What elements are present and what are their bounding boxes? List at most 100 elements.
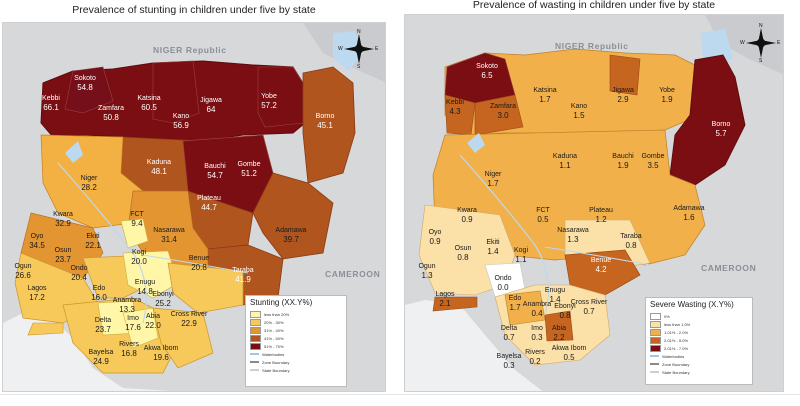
waste-benue-river — [544, 246, 651, 266]
stunt-kainji-lake — [65, 141, 83, 163]
state-label: Niger 1.7 — [484, 171, 502, 188]
cameroon-label: CAMEROON — [701, 263, 757, 273]
state-label: Abia 22.0 — [145, 313, 161, 330]
compass-n: N — [357, 29, 361, 35]
stunting-panel: Prevalence of stunting in children under… — [2, 0, 386, 392]
compass-s: S — [759, 58, 763, 64]
state-label: Bauchi 54.7 — [204, 163, 226, 180]
state-label: Jigawa 2.9 — [612, 87, 634, 104]
legend-swatch — [650, 320, 661, 328]
state-label: Ogun 1.3 — [418, 263, 436, 280]
state-label: Ebonyi 0.8 — [554, 303, 576, 320]
state-label: Benue 4.2 — [590, 257, 612, 274]
compass-rose-left: N E S W — [338, 29, 378, 70]
legend-swatch — [250, 310, 261, 318]
state-label: Anambra 0.4 — [522, 301, 552, 318]
legend-line — [650, 363, 659, 365]
state-label: Rivers 16.8 — [119, 341, 139, 358]
state-label: Bayelsa 24.9 — [88, 349, 114, 366]
legend-line — [250, 361, 259, 363]
state-label: FCT 0.5 — [536, 207, 550, 224]
wasting-legend: Severe Wasting (X.Y%) 0% less than 1.0% … — [645, 297, 753, 385]
state-label: Sokoto 6.5 — [476, 63, 498, 80]
legend-item: 2.01% - 7.0% — [650, 344, 752, 352]
state-label: Delta 23.7 — [94, 317, 112, 334]
state-label: Imo 0.3 — [531, 325, 543, 342]
legend-item: 1.01% - 2.0% — [650, 328, 752, 336]
state-label: Enugu 14.8 — [134, 279, 156, 296]
state-label: Kaduna 48.1 — [146, 159, 172, 176]
stunt-benue-river — [142, 254, 249, 274]
legend-item: State Boundary — [650, 368, 752, 376]
legend-line — [650, 355, 659, 357]
state-label: Ogun 26.6 — [14, 263, 32, 280]
legend-swatch — [250, 342, 261, 350]
lake-chad — [333, 31, 363, 71]
state-label: Adamawa 1.6 — [673, 205, 705, 222]
state-label: Oyo 34.5 — [29, 233, 45, 250]
stunting-legend: Stunting (XX.Y%) less than 20% 20% - 30%… — [245, 295, 347, 387]
state-label: Borno 5.7 — [711, 121, 731, 138]
compass-icon — [746, 28, 776, 58]
waste-kainji-lake — [467, 133, 485, 153]
legend-item: less than 1.0% — [650, 320, 752, 328]
state-label: Rivers 0.2 — [525, 349, 545, 366]
compass-w: W — [740, 40, 745, 46]
state-label: Sokoto 54.8 — [74, 75, 96, 92]
legend-swatch — [650, 312, 661, 320]
state-label: Edo 16.0 — [91, 285, 107, 302]
legend-line — [250, 369, 259, 371]
legend-item: Waterbodies — [250, 350, 346, 358]
stunt-kogi — [122, 250, 179, 299]
waste-borno — [669, 54, 746, 186]
state-label: Cross River 0.7 — [570, 299, 608, 316]
waste-edo — [504, 290, 546, 326]
compass-s: S — [357, 64, 361, 70]
state-label: Kano 56.9 — [172, 113, 190, 130]
state-label: Osun 23.7 — [54, 247, 72, 264]
state-label: Ekiti 22.1 — [85, 233, 101, 250]
state-label: Borno 45.1 — [315, 113, 335, 130]
waste-jigawa — [609, 54, 641, 96]
state-label: Oyo 0.9 — [428, 229, 442, 246]
page-divider — [0, 394, 800, 395]
state-label: Bauchi 1.9 — [612, 153, 634, 170]
stunt-cross-river — [152, 307, 214, 369]
state-label: Ondo 20.4 — [70, 265, 88, 282]
state-label: Katsina 1.7 — [533, 87, 557, 104]
niger-republic-label: NIGER Republic — [555, 41, 629, 51]
state-label: Kebbi 4.3 — [446, 99, 464, 116]
stunt-enugu-anambra — [122, 307, 159, 349]
state-label: Kwara 32.9 — [53, 211, 73, 228]
state-label: Benue 20.8 — [188, 255, 210, 272]
compass-w: W — [338, 46, 343, 52]
state-label: Kaduna 1.1 — [552, 153, 578, 170]
legend-item: 0% — [650, 312, 752, 320]
state-label: Lagos 17.2 — [27, 285, 47, 302]
state-label: Delta 0.7 — [500, 325, 518, 342]
state-label: Plateau 1.2 — [589, 207, 613, 224]
state-label: Niger 28.2 — [80, 175, 98, 192]
stunt-katsina — [152, 60, 200, 124]
state-label: Nasarawa 31.4 — [153, 227, 185, 244]
legend-title: Stunting (XX.Y%) — [250, 298, 313, 307]
stunt-sokoto — [64, 66, 114, 114]
state-label: Cross River 22.9 — [170, 311, 208, 328]
state-label: Ebonyi 25.2 — [152, 291, 174, 308]
state-label: Enugu 1.4 — [544, 287, 566, 304]
waste-zamfara — [474, 94, 524, 136]
stunting-map-svg — [3, 23, 385, 391]
state-label: Abia 2.2 — [551, 325, 567, 342]
state-label: Ondo 0.0 — [494, 275, 512, 292]
legend-swatch — [650, 344, 661, 352]
state-label: Kano 1.5 — [570, 103, 588, 120]
waste-benue — [564, 249, 641, 296]
state-label: Kogi 1.1 — [513, 247, 529, 264]
legend-item: Zone Boundary — [250, 358, 346, 366]
legend-swatch — [650, 336, 661, 344]
legend-item: State Boundary — [250, 366, 346, 374]
legend-swatch — [250, 326, 261, 334]
state-label: Nasarawa 1.3 — [557, 227, 589, 244]
state-label: Edo 1.7 — [508, 295, 522, 312]
stunt-niger-river — [57, 162, 147, 324]
